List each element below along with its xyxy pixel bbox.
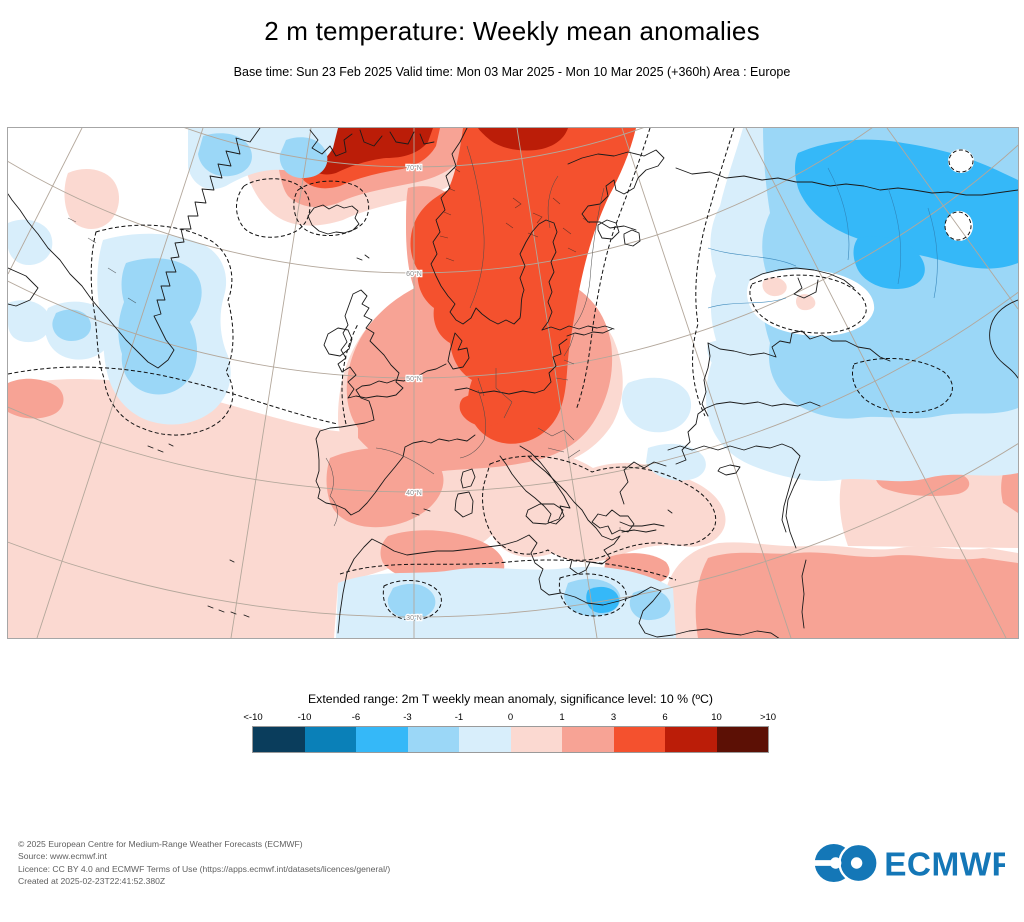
colorbar <box>252 726 769 753</box>
lat-label-40n: 40°N <box>406 489 422 497</box>
footer-source: Source: www.ecmwf.int <box>18 851 107 862</box>
lat-label-70n: 70°N <box>406 164 422 172</box>
coastlines <box>8 128 1018 638</box>
latitude-labels: 70°N 60°N 50°N 40°N 30°N <box>405 163 423 623</box>
colorbar-segment <box>665 727 717 752</box>
footer-created: Created at 2025-02-23T22:41:52.380Z <box>18 876 166 887</box>
colorbar-tick-label: -6 <box>351 712 361 723</box>
colorbar-tick-label: 1 <box>559 712 565 723</box>
footer-licence: Licence: CC BY 4.0 and ECMWF Terms of Us… <box>18 863 391 874</box>
colorbar-tick-label: 10 <box>711 712 722 723</box>
colorbar-ticks: <-10 -10 -6 -3 -1 0 1 3 6 10 >10 <box>243 712 776 724</box>
colorbar-segment <box>613 727 665 752</box>
colorbar-segment <box>562 727 614 752</box>
ecmwf-logo-icon <box>811 842 879 884</box>
graticule <box>8 128 1018 638</box>
footer: © 2025 European Centre for Medium-Range … <box>18 838 390 888</box>
page-title: 2 m temperature: Weekly mean anomalies <box>264 16 760 46</box>
colorbar-tick-label: 6 <box>662 712 668 723</box>
colorbar-tick-label: -3 <box>403 712 412 723</box>
legend-title: Extended range: 2m T weekly mean anomaly… <box>307 692 714 706</box>
rivers <box>707 167 938 309</box>
colorbar-tick-label: -10 <box>297 712 312 723</box>
colorbar-tick-label: -1 <box>454 712 464 723</box>
colorbar-tick-label: 0 <box>507 712 514 723</box>
lat-label-60n: 60°N <box>406 270 422 278</box>
lat-label-50n: 50°N <box>406 375 422 383</box>
colorbar-segment <box>253 727 305 752</box>
ecmwf-logo-text: ECMWF <box>884 846 1005 883</box>
footer-copyright: © 2025 European Centre for Medium-Range … <box>18 839 303 849</box>
colorbar-segment <box>407 727 459 752</box>
colorbar-segment <box>356 727 408 752</box>
colorbar-segment <box>716 727 768 752</box>
colorbar-segment <box>510 727 562 752</box>
country-borders <box>325 145 605 527</box>
colorbar-tick-label: 3 <box>610 712 617 723</box>
anomaly-map: 70°N 60°N 50°N 40°N 30°N <box>7 127 1019 639</box>
ecmwf-logo: ECMWF <box>811 842 1012 884</box>
lat-label-30n: 30°N <box>406 614 422 622</box>
significance-contours <box>8 128 974 621</box>
colorbar-segment <box>304 727 356 752</box>
colorbar-tick-label: <-10 <box>243 712 263 723</box>
colorbar-segment <box>459 727 511 752</box>
terrain-marks <box>67 167 591 304</box>
map-subtitle: Base time: Sun 23 Feb 2025 Valid time: M… <box>233 65 791 79</box>
colorbar-tick-label: >10 <box>759 712 777 723</box>
